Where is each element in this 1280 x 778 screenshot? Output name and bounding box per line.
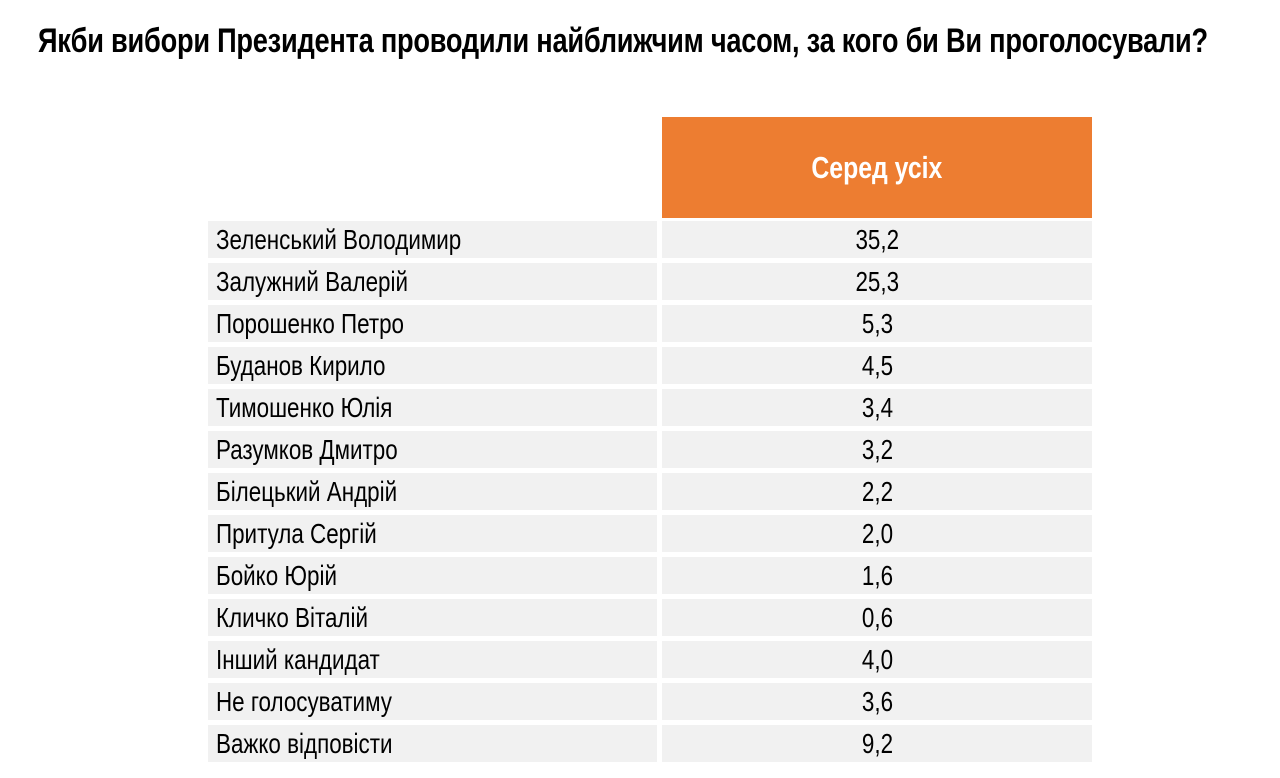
page-title: Якби вибори Президента проводили найближ… [38, 20, 1280, 62]
table-row: Бойко Юрій 1,6 [208, 557, 1092, 594]
candidate-name-cell: Порошенко Петро [208, 305, 657, 342]
candidate-value: 35,2 [855, 223, 899, 255]
candidate-value-cell: 2,0 [662, 515, 1092, 552]
candidate-name-cell: Залужний Валерій [208, 263, 657, 300]
candidate-value: 9,2 [861, 727, 893, 759]
candidate-name-cell: Тимошенко Юлія [208, 389, 657, 426]
candidate-value: 4,0 [861, 643, 893, 675]
candidate-name: Інший кандидат [216, 643, 380, 675]
candidate-name: Тимошенко Юлія [216, 391, 393, 423]
table-row: Не голосуватиму 3,6 [208, 683, 1092, 720]
candidate-value-cell: 2,2 [662, 473, 1092, 510]
table-row: Притула Сергій 2,0 [208, 515, 1092, 552]
candidate-value: 3,4 [861, 391, 893, 423]
table-row: Разумков Дмитро 3,2 [208, 431, 1092, 468]
candidate-name-cell: Не голосуватиму [208, 683, 657, 720]
candidate-value-cell: 3,6 [662, 683, 1092, 720]
candidate-name: Важко відповісти [216, 727, 393, 759]
candidate-value-cell: 4,0 [662, 641, 1092, 678]
candidate-name: Порошенко Петро [216, 307, 404, 339]
candidate-name-cell: Важко відповісти [208, 725, 657, 762]
candidate-name: Залужний Валерій [216, 265, 408, 297]
table-rows: Зеленський Володимир 35,2 Залужний Валер… [208, 221, 1092, 762]
candidate-value-cell: 1,6 [662, 557, 1092, 594]
candidate-name: Буданов Кирило [216, 349, 386, 381]
candidate-value: 25,3 [855, 265, 899, 297]
poll-table: Серед усіх Зеленський Володимир 35,2 Зал… [208, 117, 1092, 762]
candidate-value: 3,2 [861, 433, 893, 465]
table-row: Залужний Валерій 25,3 [208, 263, 1092, 300]
candidate-name-cell: Зеленський Володимир [208, 221, 657, 258]
table-row: Порошенко Петро 5,3 [208, 305, 1092, 342]
candidate-name-cell: Буданов Кирило [208, 347, 657, 384]
candidate-name: Не голосуватиму [216, 685, 392, 717]
column-header-among-all: Серед усіх [662, 117, 1092, 218]
table-row: Зеленський Володимир 35,2 [208, 221, 1092, 258]
candidate-value-cell: 3,4 [662, 389, 1092, 426]
candidate-name: Зеленський Володимир [216, 223, 462, 255]
candidate-name: Разумков Дмитро [216, 433, 398, 465]
candidate-value: 3,6 [861, 685, 893, 717]
candidate-name-cell: Разумков Дмитро [208, 431, 657, 468]
candidate-value-cell: 25,3 [662, 263, 1092, 300]
candidate-name: Білецький Андрій [216, 475, 398, 507]
candidate-value: 2,0 [861, 517, 893, 549]
candidate-value-cell: 9,2 [662, 725, 1092, 762]
candidate-name-cell: Інший кандидат [208, 641, 657, 678]
candidate-name-cell: Бойко Юрій [208, 557, 657, 594]
table-row: Буданов Кирило 4,5 [208, 347, 1092, 384]
candidate-value-cell: 5,3 [662, 305, 1092, 342]
candidate-name: Притула Сергій [216, 517, 377, 549]
candidate-name-cell: Кличко Віталій [208, 599, 657, 636]
table-row: Інший кандидат 4,0 [208, 641, 1092, 678]
candidate-value: 5,3 [861, 307, 893, 339]
table-row: Важко відповісти 9,2 [208, 725, 1092, 762]
candidate-value-cell: 35,2 [662, 221, 1092, 258]
table-row: Кличко Віталій 0,6 [208, 599, 1092, 636]
table-row: Білецький Андрій 2,2 [208, 473, 1092, 510]
candidate-value-cell: 3,2 [662, 431, 1092, 468]
candidate-value: 4,5 [861, 349, 893, 381]
candidate-name: Бойко Юрій [216, 559, 337, 591]
candidate-name: Кличко Віталій [216, 601, 368, 633]
candidate-name-cell: Притула Сергій [208, 515, 657, 552]
candidate-value: 0,6 [861, 601, 893, 633]
page-title-text: Якби вибори Президента проводили найближ… [38, 22, 1208, 60]
candidate-name-cell: Білецький Андрій [208, 473, 657, 510]
candidate-value-cell: 4,5 [662, 347, 1092, 384]
candidate-value: 1,6 [861, 559, 893, 591]
candidate-value-cell: 0,6 [662, 599, 1092, 636]
candidate-value: 2,2 [861, 475, 893, 507]
column-header-label: Серед усіх [811, 149, 943, 185]
table-row: Тимошенко Юлія 3,4 [208, 389, 1092, 426]
